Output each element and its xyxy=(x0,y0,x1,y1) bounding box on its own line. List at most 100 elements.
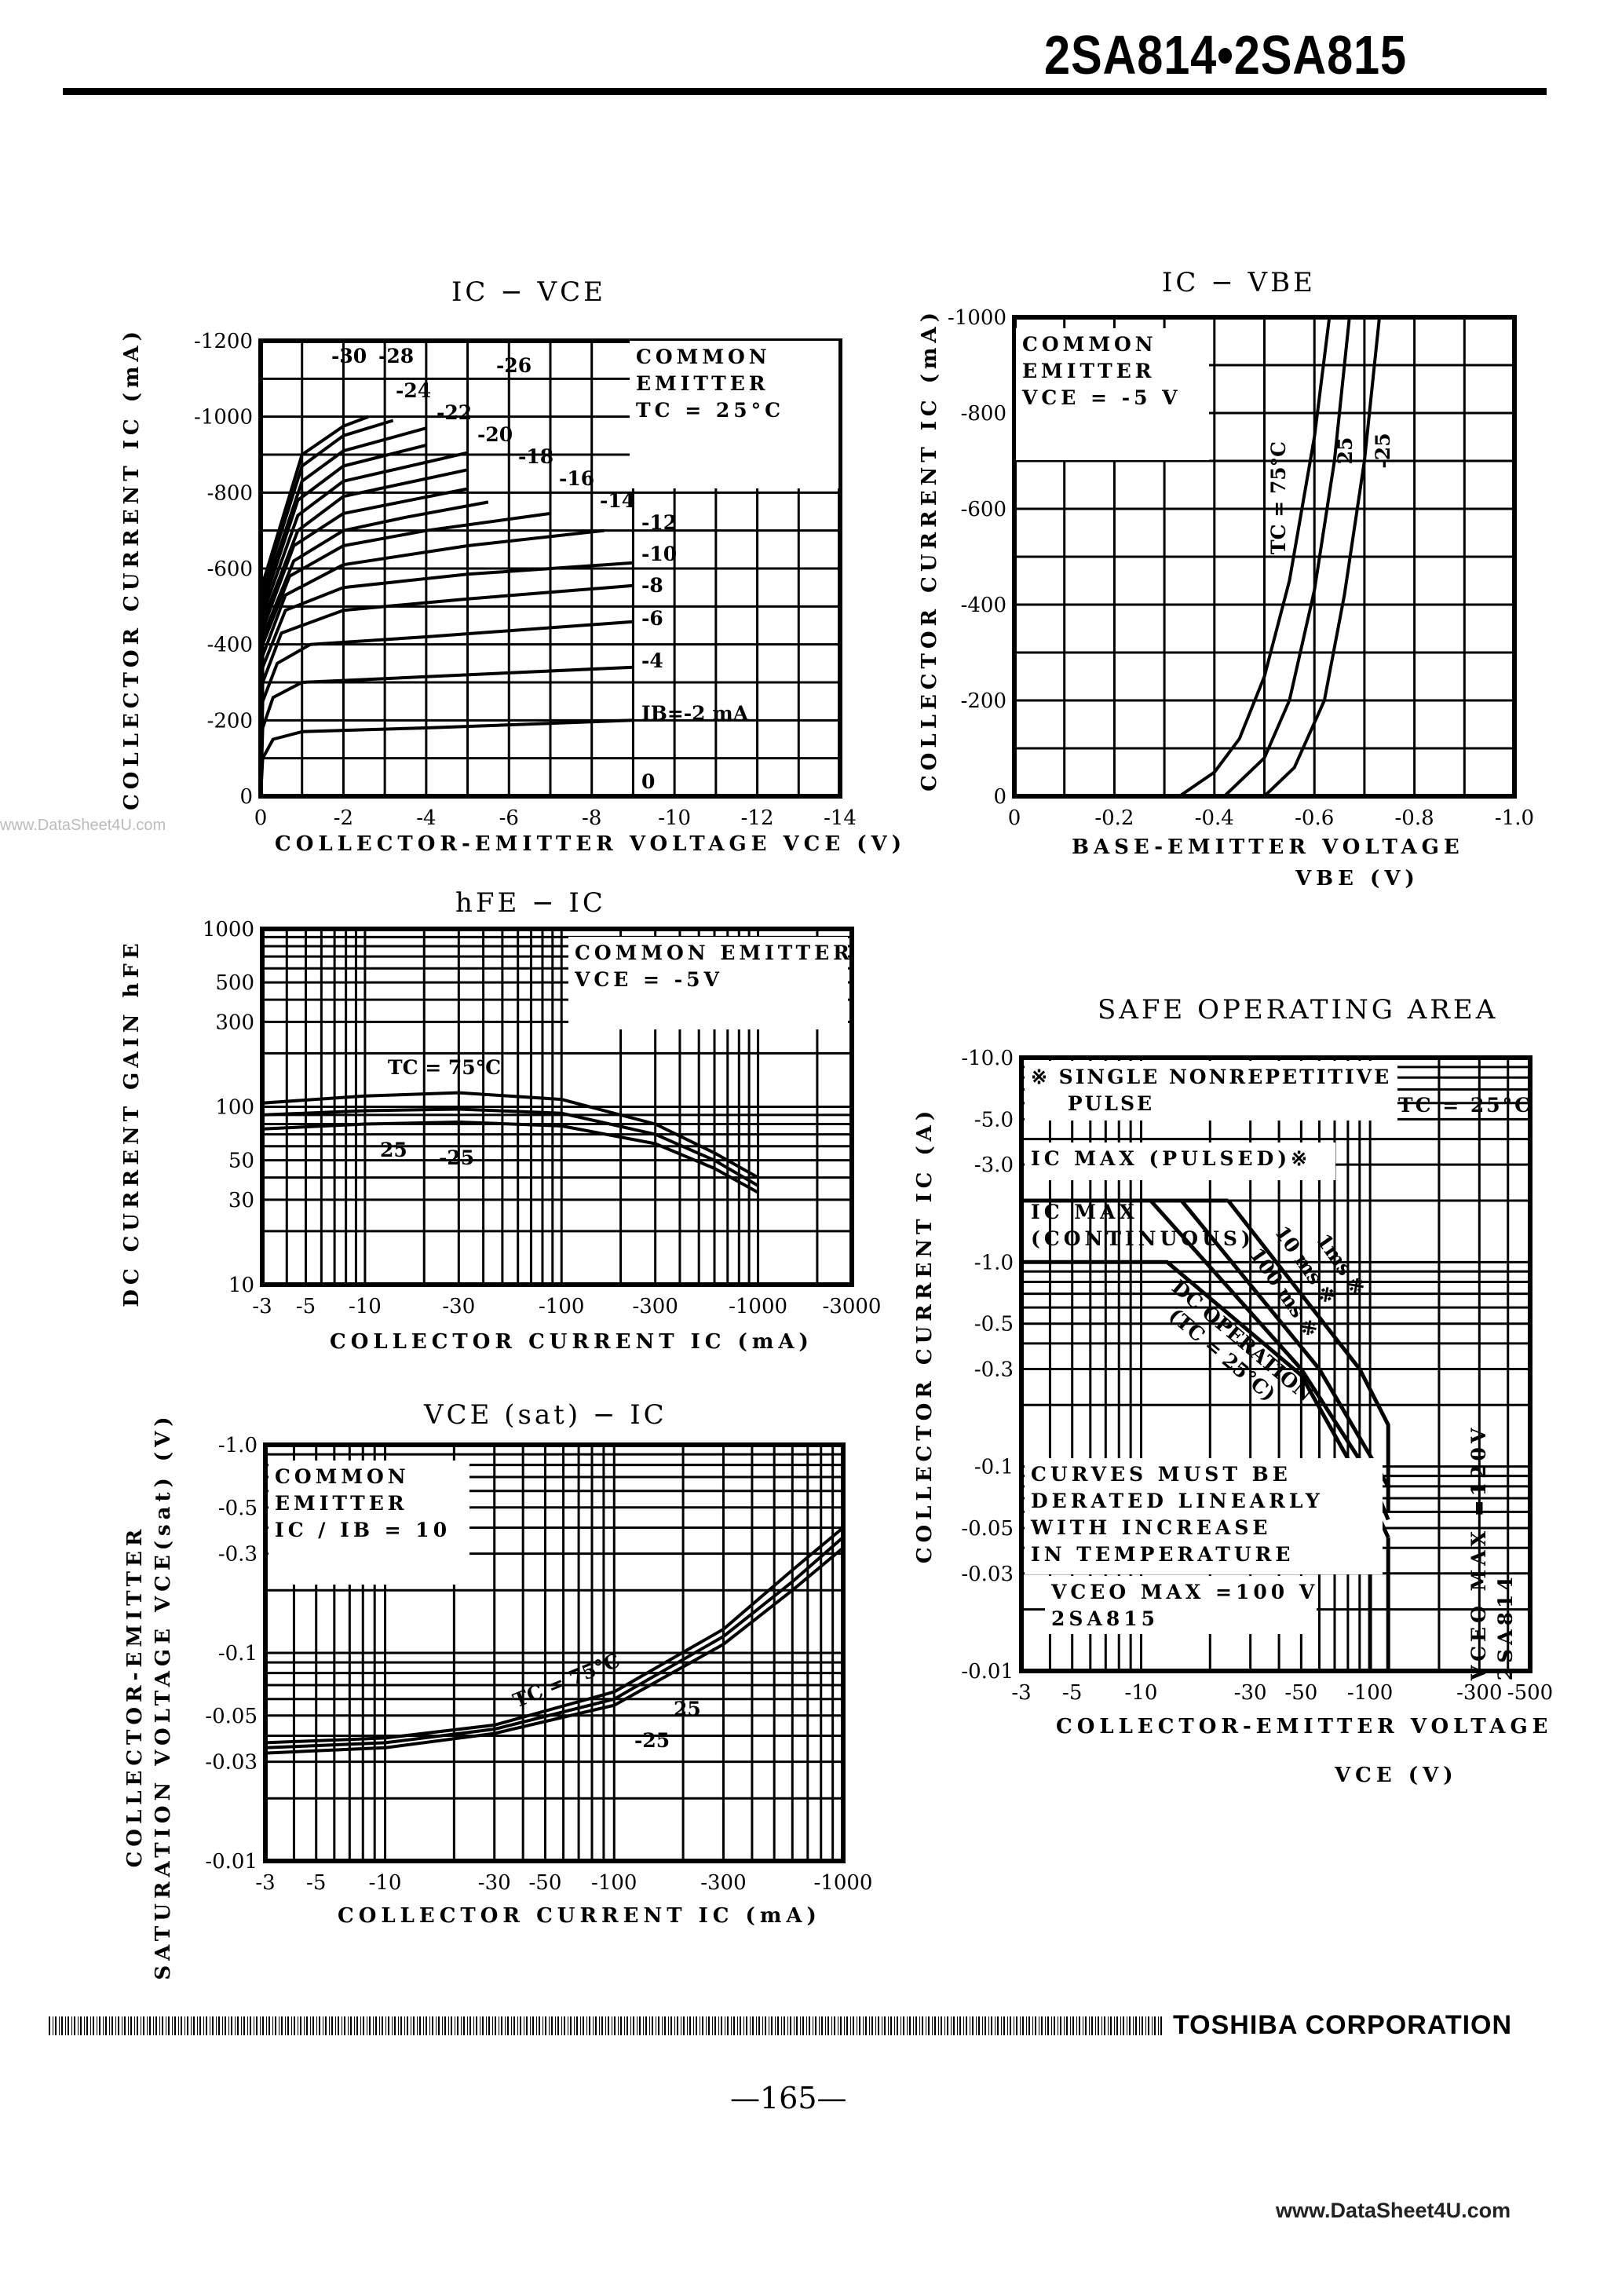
series-line xyxy=(1263,316,1381,798)
y-tick-label: -0.03 xyxy=(205,1751,258,1775)
y-tick-label: -5.0 xyxy=(974,1108,1014,1132)
x-tick-label: -0.6 xyxy=(1295,806,1334,830)
common-emitter-note: COMMON EMITTER xyxy=(1022,333,1157,382)
pulse-note: ※ SINGLE NONREPETITIVE PULSE xyxy=(1025,1061,1398,1121)
chart-annotation: COMMON EMITTER VCE = -5V xyxy=(568,937,849,1029)
series-label: TC = 75°C xyxy=(388,1056,501,1079)
x-tick-label: -0.4 xyxy=(1195,806,1234,830)
y-tick-label: -600 xyxy=(961,498,1006,521)
x-tick-label: -2 xyxy=(334,806,353,830)
series-label: 25 xyxy=(674,1698,701,1720)
series-label: -18 xyxy=(518,445,553,468)
x-axis-label-unit: VCE (V) xyxy=(1335,1764,1458,1787)
series-label: IB=-2 mA xyxy=(641,702,749,725)
header-rule xyxy=(63,88,1547,95)
x-tick-label: -300 xyxy=(1456,1681,1502,1705)
chart-annotation: COMMON EMITTER IC / IB = 10 xyxy=(269,1461,469,1585)
x-tick-label: -50 xyxy=(1284,1681,1317,1705)
series-label: -16 xyxy=(559,467,594,490)
series-line xyxy=(261,1091,759,1179)
x-tick-label: -3 xyxy=(1011,1681,1031,1705)
chart-annotation: COMMON EMITTER VCE = -5 V xyxy=(1016,328,1209,460)
plot-frame xyxy=(260,927,854,1287)
series-label: -8 xyxy=(641,574,663,597)
ic-max-continuous-label: IC MAX (CONTINUOUS) xyxy=(1031,1201,1255,1250)
y-axis-label: DC CURRENT GAIN hFE xyxy=(120,938,144,1307)
y-tick-label: -400 xyxy=(207,634,253,657)
x-tick-label: -3 xyxy=(252,1295,272,1318)
y-tick-label: -1000 xyxy=(194,406,253,430)
y-tick-label: 1000 xyxy=(203,918,254,941)
series-label: -14 xyxy=(600,489,635,512)
x-tick-label: -1000 xyxy=(814,1871,873,1895)
y-tick-label: -200 xyxy=(961,689,1006,713)
series-line xyxy=(1179,1199,1390,1488)
series-line xyxy=(1226,1199,1390,1512)
y-tick-label: -0.01 xyxy=(961,1660,1014,1684)
derating-note: CURVES MUST BE DERATED LINEARLY WITH INC… xyxy=(1025,1458,1383,1574)
series-label: -4 xyxy=(641,649,663,672)
x-axis-label: COLLECTOR CURRENT IC (mA) xyxy=(330,1330,813,1354)
x-tick-label: 0 xyxy=(254,806,268,830)
series-line xyxy=(259,528,605,797)
temperature-note: TC = 25°C xyxy=(636,399,785,422)
x-tick-label: -30 xyxy=(1234,1681,1267,1705)
y-tick-label: -1.0 xyxy=(974,1251,1014,1274)
series-label: TC = 75°C xyxy=(510,1649,623,1713)
pulse-note-text: ※ SINGLE NONREPETITIVE PULSE xyxy=(1031,1066,1392,1115)
y-tick-label: -0.1 xyxy=(974,1456,1014,1479)
x-tick-label: -300 xyxy=(632,1295,678,1318)
series-label: 0 xyxy=(641,770,655,793)
series-label: -24 xyxy=(396,379,431,402)
y-tick-label: 300 xyxy=(215,1011,254,1034)
x-tick-label: -0.8 xyxy=(1395,806,1434,830)
footer-website: www.DataSheet4U.com xyxy=(1276,2199,1511,2222)
vcesat-ic-chart: -3 -5 -10 -30 -50 -100 -300 -1000 -0.01 -0.03 -0.0… xyxy=(205,1434,872,1895)
page-title: 2SA814•2SA815 xyxy=(1044,24,1407,86)
series-label: -30 xyxy=(331,345,367,367)
ic-max-pulsed-label: IC MAX (PULSED)※ xyxy=(1025,1143,1335,1180)
common-emitter-note: COMMON EMITTER xyxy=(636,345,771,395)
x-tick-label: -100 xyxy=(539,1295,584,1318)
y-tick-label: 30 xyxy=(228,1189,254,1212)
x-axis-label: COLLECTOR-EMITTER VOLTAGE VCE (V) xyxy=(275,832,907,856)
y-tick-label: -1200 xyxy=(194,330,253,353)
x-axis-label: BASE-EMITTER VOLTAGE xyxy=(1072,835,1464,859)
x-tick-label: -5 xyxy=(306,1871,326,1895)
series-label: -28 xyxy=(378,345,414,367)
chart-title: SAFE OPERATING AREA xyxy=(1098,994,1499,1026)
x-axis-label: COLLECTOR CURRENT IC (mA) xyxy=(338,1904,821,1928)
vce-note: VCE = -5 V xyxy=(1022,386,1182,409)
x-tick-label: -3 xyxy=(255,1871,275,1895)
page-number: —165— xyxy=(730,2081,847,2115)
footer-rule xyxy=(49,2016,1164,2035)
x-tick-label: -1.0 xyxy=(1495,806,1534,830)
y-tick-label: -0.3 xyxy=(218,1543,258,1567)
vce-note: VCE = -5V xyxy=(575,968,723,991)
chart-title: VCE (sat) − IC xyxy=(424,1399,667,1431)
x-tick-label: -12 xyxy=(741,806,774,830)
y-tick-label: 50 xyxy=(228,1150,254,1173)
series-label: -6 xyxy=(641,607,663,630)
x-tick-label: -14 xyxy=(824,806,857,830)
x-tick-label: -1000 xyxy=(729,1295,787,1318)
x-tick-label: -6 xyxy=(499,806,519,830)
watermark: www.DataSheet4U.com xyxy=(0,817,166,834)
series-group xyxy=(265,1526,845,1755)
series-line xyxy=(265,1536,845,1749)
x-tick-label: -50 xyxy=(529,1871,562,1895)
y-tick-label: 500 xyxy=(215,971,254,995)
x-tick-label: -10 xyxy=(349,1295,382,1318)
y-tick-label: -0.5 xyxy=(218,1497,258,1520)
chart-title: IC − VBE xyxy=(1162,267,1316,298)
series-label: -26 xyxy=(496,354,532,377)
series-label: TC = 75°C xyxy=(1267,441,1290,554)
vceo-2sa815-label: VCEO MAX =100 V 2SA815 xyxy=(1045,1576,1317,1634)
y-tick-label: -600 xyxy=(207,558,253,581)
y-tick-label: -1.0 xyxy=(218,1434,258,1457)
series-line xyxy=(1178,316,1332,798)
y-tick-label: 100 xyxy=(215,1096,254,1120)
x-tick-label: -500 xyxy=(1507,1681,1553,1705)
x-tick-label: -30 xyxy=(478,1871,511,1895)
series-label: -25 xyxy=(634,1729,670,1752)
